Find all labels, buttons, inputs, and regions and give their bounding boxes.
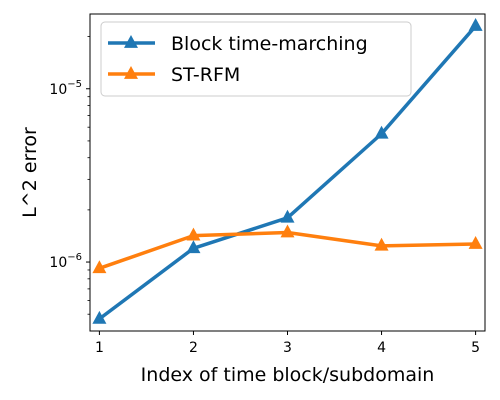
series-1 [92,18,483,324]
series-layer [92,18,483,324]
y-tick-base: 10 [49,82,67,98]
y-axis-ticks: 10−610−5 [49,36,90,315]
data-point [186,227,201,241]
data-point [374,237,389,251]
x-tick-label: 3 [283,340,292,356]
legend-marker [124,65,138,79]
x-axis-label: Index of time block/subdomain [141,364,435,386]
series-2 [92,224,483,274]
legend: Block time-marching ST-RFM [100,21,412,97]
data-point [92,260,107,274]
x-axis-ticks: 1 2 3 4 5 [95,331,480,356]
y-tick-label: 10−5 [49,79,82,98]
data-point [92,310,107,324]
legend-marker [124,34,138,48]
x-tick-label: 4 [377,340,386,356]
data-point [468,236,483,249]
legend-item: ST-RFM [108,64,240,86]
x-tick-label: 1 [95,340,104,356]
data-point [186,240,201,254]
series-line [98,230,476,270]
legend-box [100,21,412,97]
legend-label: Block time-marching [171,33,368,55]
data-point [280,224,295,238]
y-tick-base: 10 [49,255,67,271]
legend-label: ST-RFM [171,64,240,86]
x-tick-label: 5 [471,340,480,356]
data-point [468,18,483,31]
data-point [280,209,295,223]
legend-item: Block time-marching [108,33,368,55]
y-tick-exponent: −6 [67,252,82,263]
y-tick-label: 10−6 [49,252,82,271]
data-point [374,125,389,139]
y-tick-exponent: −5 [67,79,82,90]
y-axis-label: L^2 error [19,127,41,218]
x-tick-label: 2 [189,340,198,356]
